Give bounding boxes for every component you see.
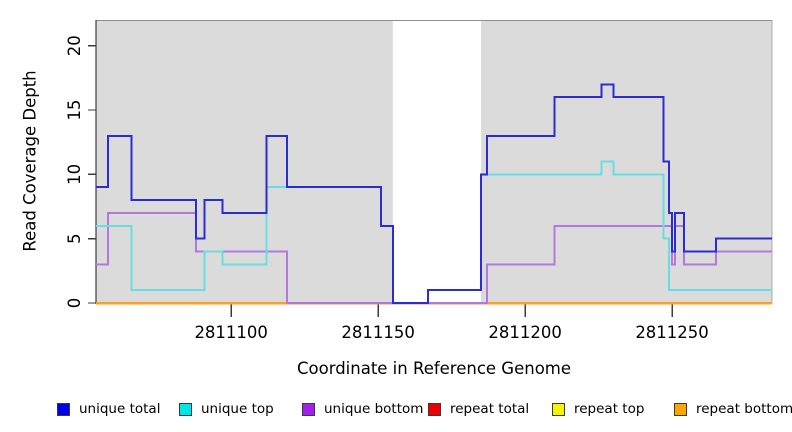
x-axis-title: Coordinate in Reference Genome xyxy=(296,359,572,378)
uncovered-region xyxy=(392,20,482,303)
x-tick-label: 2811150 xyxy=(341,323,415,342)
series-line-unique-total xyxy=(96,83,772,304)
x-tick-label: 2811200 xyxy=(488,323,562,342)
x-tick-label: 2811250 xyxy=(635,323,709,342)
y-tick-label: 10 xyxy=(65,164,84,185)
y-tick-label: 5 xyxy=(65,233,84,244)
y-axis-title: Read Coverage Depth xyxy=(20,70,40,252)
y-tick-label: 0 xyxy=(65,298,84,309)
y-tick-label: 15 xyxy=(65,100,84,121)
y-tick-label: 20 xyxy=(65,35,84,56)
x-tick-label: 2811100 xyxy=(194,323,268,342)
